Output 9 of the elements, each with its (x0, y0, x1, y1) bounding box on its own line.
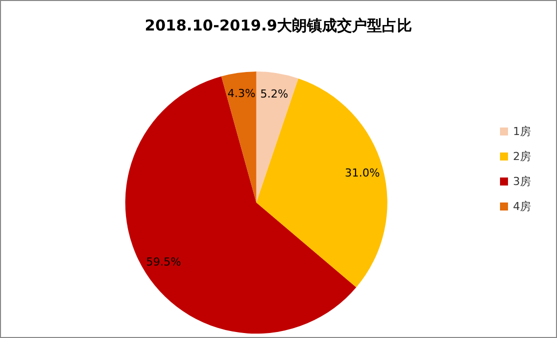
data-label: 4.3% (228, 87, 256, 100)
legend-label: 2房 (513, 150, 531, 163)
legend-label: 1房 (513, 125, 531, 138)
chart-title: 2018.10-2019.9大朗镇成交户型占比 (144, 16, 412, 34)
data-label: 31.0% (344, 166, 380, 180)
legend-label: 3房 (513, 175, 531, 188)
data-label: 59.5% (146, 255, 182, 268)
legend-label: 4房 (513, 200, 531, 213)
data-label: 5.2% (260, 87, 288, 100)
